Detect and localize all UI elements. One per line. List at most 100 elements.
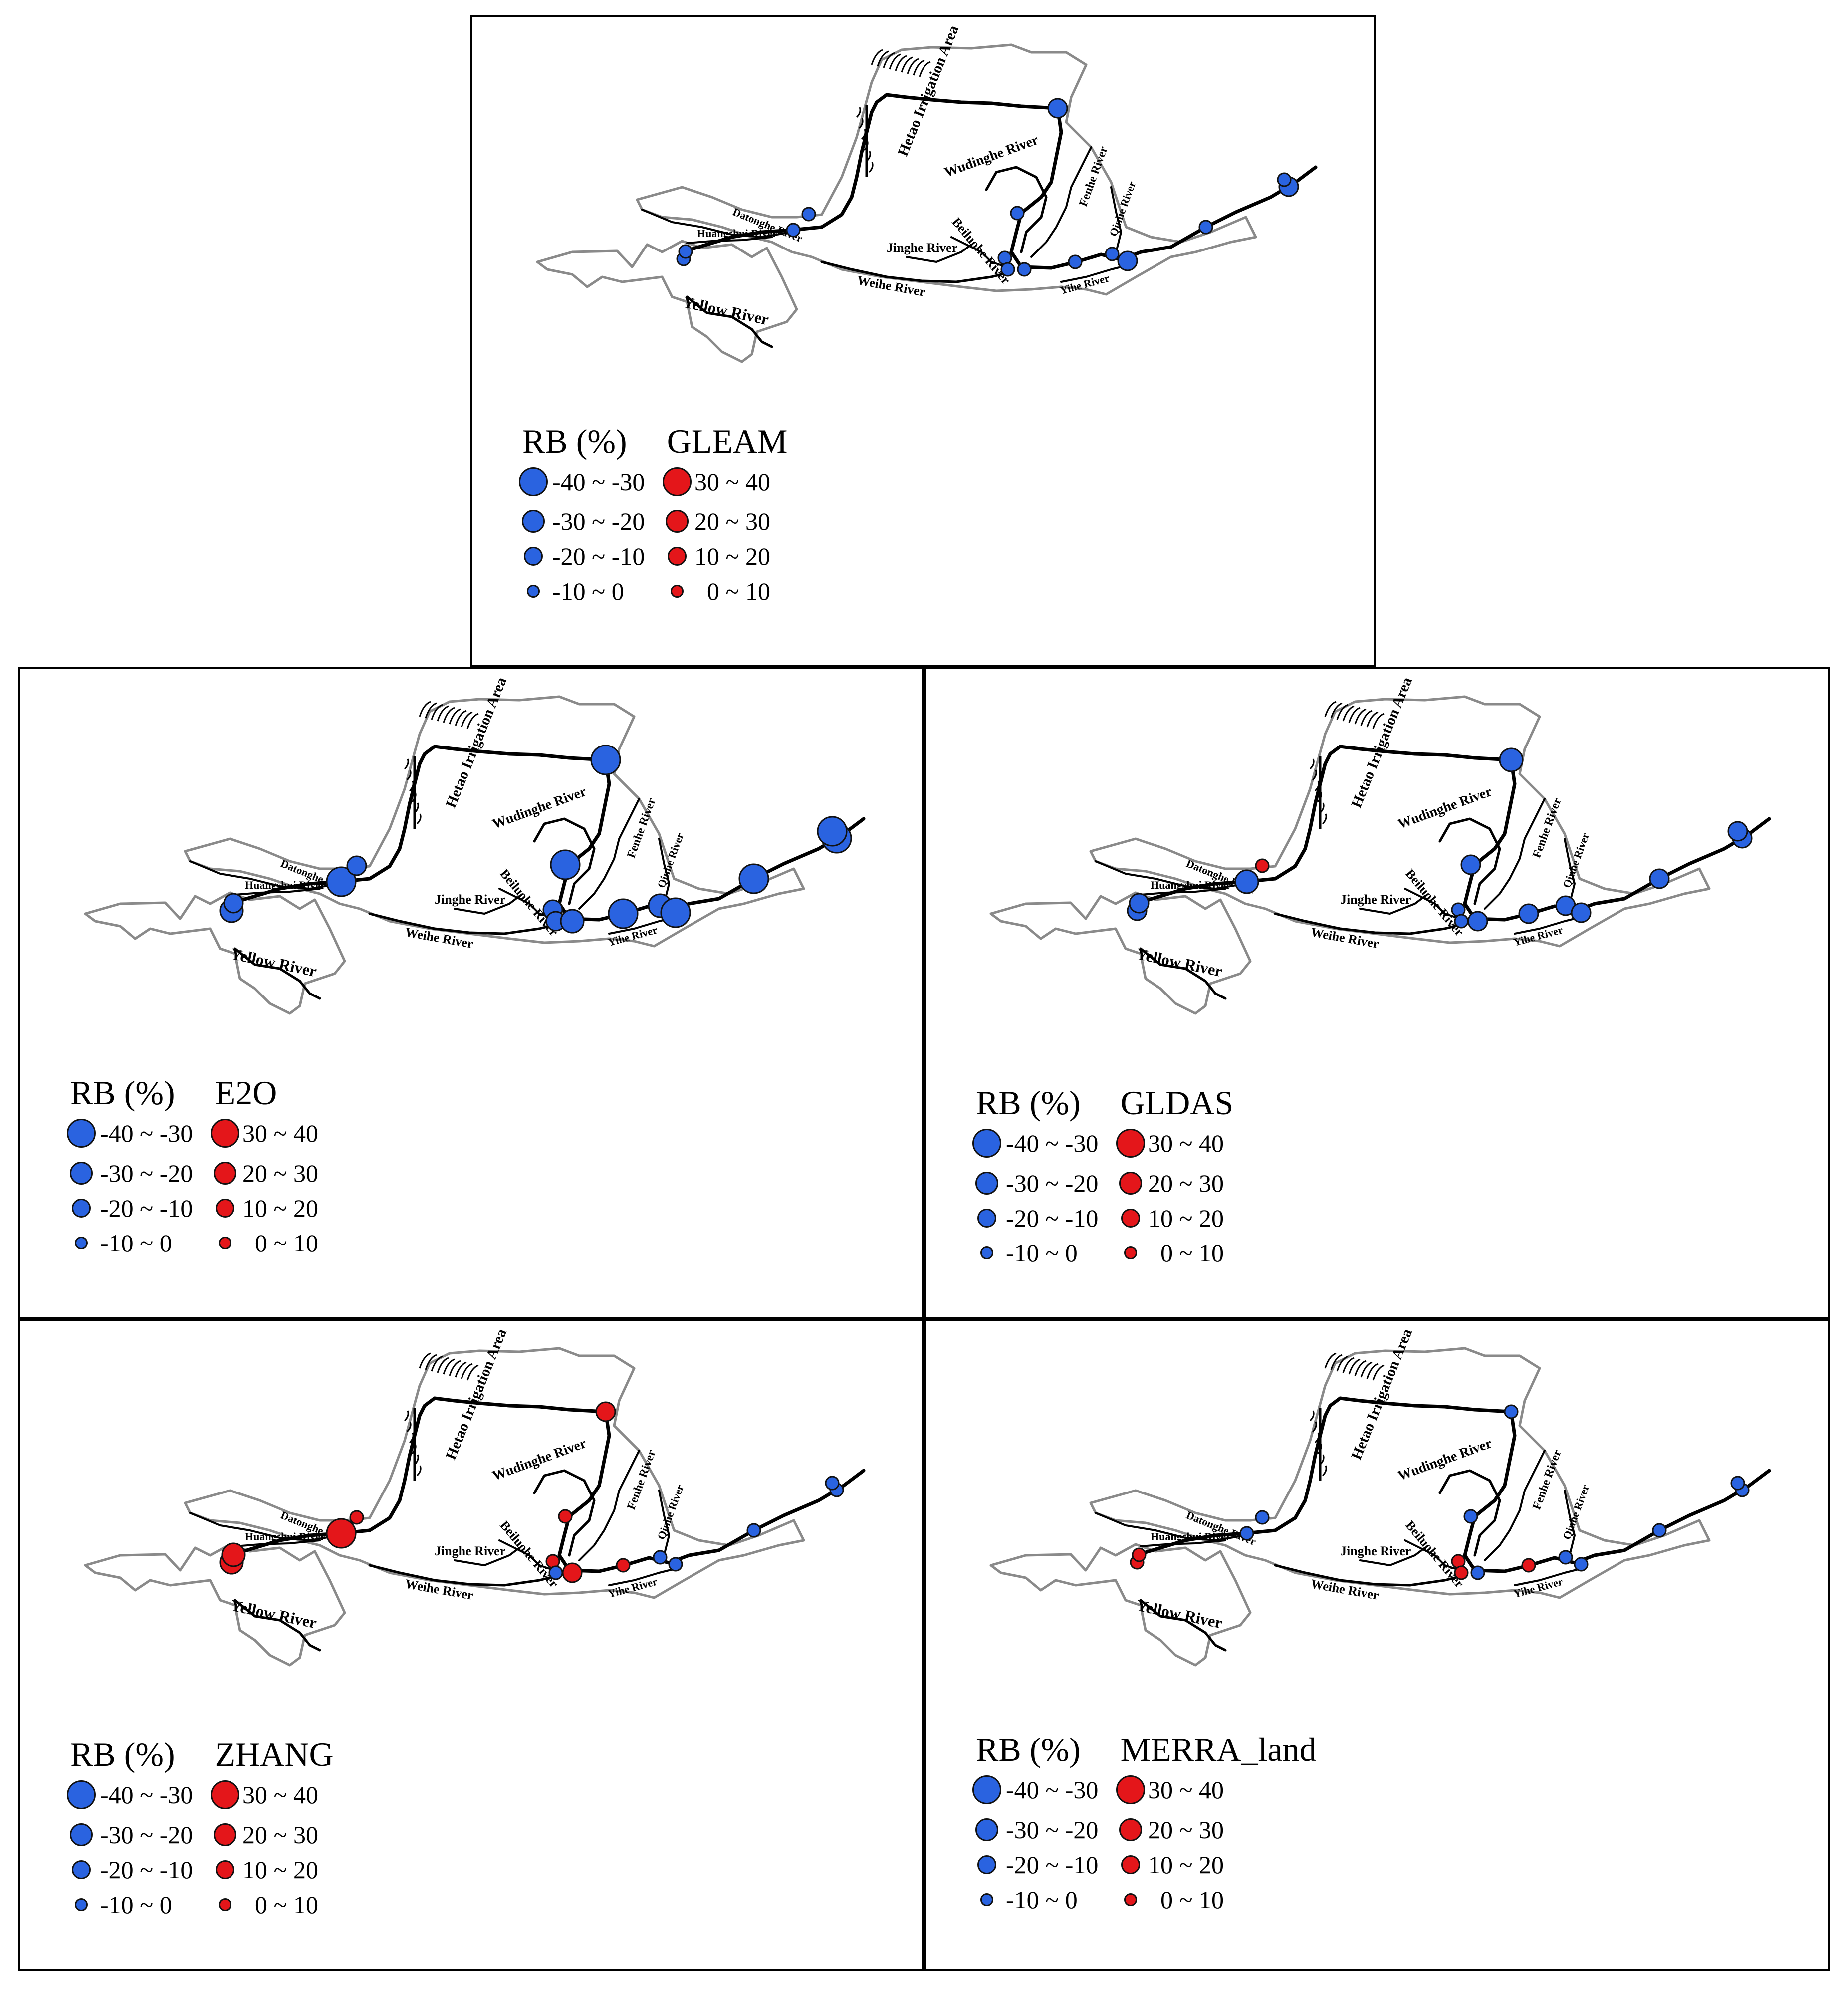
label-jinghe: Jinghe River — [1340, 1544, 1411, 1558]
river-yellow-upper — [233, 947, 321, 1000]
station-marker — [1727, 821, 1748, 842]
legend-model-name: GLDAS — [1120, 1084, 1234, 1122]
river-datonghe — [641, 209, 793, 238]
legend-model-name: GLEAM — [667, 422, 788, 460]
legend-label-positive: 30 ~ 40 — [1148, 1776, 1224, 1804]
station-marker — [1518, 903, 1539, 924]
station-marker — [346, 855, 367, 876]
river-wudinghe — [1438, 1469, 1501, 1557]
legend-dot-negative — [977, 1209, 996, 1228]
station-marker — [550, 849, 581, 880]
station-marker — [746, 1523, 761, 1538]
legend-dot-positive — [1116, 1129, 1145, 1158]
legend-label-positive: 20 ~ 30 — [1148, 1169, 1224, 1197]
station-marker — [1047, 98, 1068, 119]
legend-label-positive: 10 ~ 20 — [1148, 1851, 1224, 1879]
legend-label-negative: -20 ~ -10 — [100, 1194, 193, 1222]
river-huangshui — [234, 888, 321, 896]
hetao-irrigation-hatch — [404, 1352, 479, 1481]
river-yihe — [608, 1567, 680, 1586]
station-marker — [1239, 1526, 1254, 1541]
station-marker — [801, 207, 816, 222]
river-yellow-main — [1134, 1396, 1771, 1573]
station-marker — [825, 1476, 840, 1491]
river-wudinghe — [533, 1469, 596, 1557]
river-yellow-main — [228, 745, 866, 922]
label-hetao: Hetao Irrigation Area — [1348, 675, 1415, 810]
label-jinghe: Jinghe River — [435, 1544, 505, 1558]
river-qinhe — [1564, 1490, 1576, 1556]
legend-label-negative: -40 ~ -30 — [1006, 1776, 1099, 1804]
stations — [219, 745, 852, 934]
label-yellow: Yellow River — [230, 1596, 319, 1632]
hetao-irrigation-hatch — [856, 49, 931, 177]
legend-label-negative: -10 ~ 0 — [1006, 1239, 1078, 1267]
basin-outline — [84, 891, 346, 1015]
label-huangshui: Huangshui River — [245, 1530, 325, 1543]
station-marker — [326, 1518, 357, 1549]
river-datonghe — [1095, 860, 1246, 890]
legend-dot-positive — [211, 1119, 239, 1148]
legend-dot-positive — [214, 1162, 236, 1185]
label-jinghe: Jinghe River — [435, 892, 505, 907]
legend-dot-negative — [527, 585, 540, 598]
river-weihe — [368, 912, 561, 935]
legend-dot-positive — [1124, 1893, 1137, 1906]
legend-dot-positive — [1119, 1818, 1142, 1841]
label-huangshui: Huangshui River — [1151, 1530, 1231, 1543]
stations — [676, 98, 1299, 277]
legend-label-positive: 20 ~ 30 — [1148, 1816, 1224, 1844]
legend-dot-positive — [668, 547, 687, 566]
station-marker — [1132, 1547, 1147, 1562]
station-marker — [1277, 172, 1292, 187]
station-marker — [562, 1562, 583, 1583]
river-weihe — [820, 260, 1013, 283]
legend-dot-negative — [972, 1129, 1001, 1158]
river-wudinghe — [985, 166, 1048, 253]
legend-label-positive: 0 ~ 10 — [1160, 1239, 1224, 1267]
legend-heading: RB (%) — [976, 1731, 1081, 1768]
legend-dot-negative — [977, 1855, 996, 1874]
station-marker — [1068, 254, 1083, 269]
legend-label-negative: -30 ~ -20 — [100, 1821, 193, 1849]
station-marker — [548, 1565, 563, 1580]
legend-label-positive: 10 ~ 20 — [1148, 1204, 1224, 1232]
legend-dot-positive — [1124, 1246, 1137, 1259]
legend-label-negative: -30 ~ -20 — [1006, 1169, 1099, 1197]
legend-label-negative: -20 ~ -10 — [1006, 1204, 1099, 1232]
label-hetao: Hetao Irrigation Area — [895, 23, 962, 158]
river-beiluohe — [1404, 888, 1461, 920]
station-marker — [1129, 893, 1150, 914]
legend-dot-negative — [980, 1893, 993, 1906]
panel-zhang: Hetao Irrigation Area Datonghe River Huang… — [18, 1319, 924, 1971]
legend-dot-negative — [72, 1199, 91, 1218]
river-jinghe — [454, 895, 520, 915]
river-yellow-main — [680, 93, 1318, 270]
legend-model-name: MERRA_land — [1120, 1731, 1317, 1768]
legend-dot-negative — [70, 1823, 93, 1846]
legend-label-negative: -20 ~ -10 — [1006, 1851, 1099, 1879]
river-datonghe — [189, 860, 341, 890]
river-datonghe — [189, 1512, 341, 1541]
river-fenhe — [578, 1450, 640, 1561]
legend-label-negative: -40 ~ -30 — [100, 1119, 193, 1147]
station-marker — [1652, 1523, 1667, 1538]
legend-label-positive: 10 ~ 20 — [694, 542, 771, 570]
legend-dot-positive — [216, 1860, 234, 1879]
legend-label-positive: 30 ~ 40 — [1148, 1129, 1224, 1157]
legend-model-name: ZHANG — [215, 1736, 334, 1773]
station-marker — [1571, 902, 1592, 923]
label-yellow: Yellow River — [1135, 1596, 1224, 1632]
station-marker — [1730, 1476, 1745, 1491]
legend-dot-positive — [1119, 1172, 1142, 1195]
station-marker — [558, 1509, 573, 1524]
station-marker — [678, 244, 693, 259]
river-wudinghe — [1438, 817, 1501, 905]
station-marker — [1467, 911, 1488, 932]
river-weihe — [368, 1564, 561, 1587]
panel-gleam: Hetao Irrigation Area Datonghe River Huang… — [470, 15, 1376, 667]
